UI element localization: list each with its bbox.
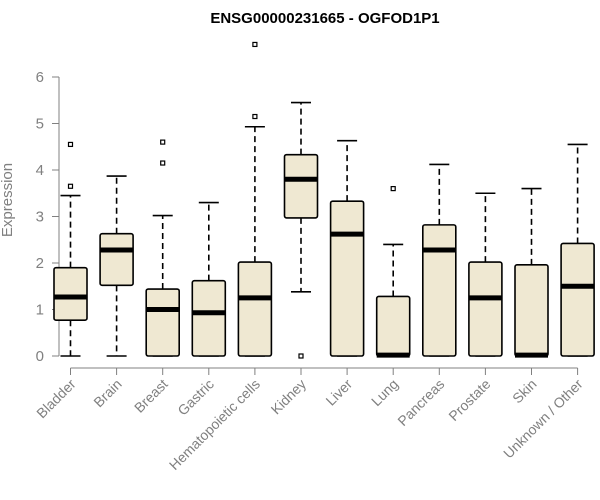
box-hematopoietic-cells: [237, 41, 273, 357]
x-tick-label: Brain: [90, 376, 124, 410]
box-body: [421, 224, 457, 357]
box-pancreas: [421, 163, 457, 357]
y-tick-label: 4: [36, 162, 44, 179]
box-bladder: [53, 141, 88, 357]
y-tick-label: 2: [36, 255, 44, 272]
box-body: [237, 261, 273, 357]
x-tick-label: Hematopoietic cells: [166, 376, 263, 473]
box-lung: [375, 186, 411, 358]
x-tick-label: Unknown / Other: [500, 376, 586, 462]
x-tick-label: Gastric: [174, 376, 217, 419]
box-breast: [145, 139, 180, 357]
box-unknown-other: [560, 143, 595, 357]
box-body: [99, 232, 134, 287]
x-tick-label: Kidney: [268, 376, 310, 418]
outlier-point: [252, 41, 258, 48]
outlier-point: [67, 141, 74, 148]
x-tick-label: Skin: [509, 376, 540, 407]
x-tick-label: Breast: [131, 376, 171, 416]
box-gastric: [191, 201, 227, 357]
x-tick-label: Pancreas: [394, 376, 447, 429]
y-axis: 0 1 2 3 4 5 6: [36, 69, 60, 365]
outlier-point: [252, 113, 258, 120]
x-tick-label: Prostate: [445, 376, 493, 424]
boxes-layer: [53, 41, 595, 359]
outlier-point: [160, 160, 166, 166]
box-skin: [514, 187, 549, 358]
box-brain: [99, 175, 134, 357]
box-body: [191, 279, 227, 357]
box-liver: [329, 139, 365, 357]
outlier-point: [67, 183, 74, 189]
y-tick-label: 5: [36, 116, 44, 133]
box-prostate: [468, 192, 503, 357]
box-kidney: [283, 101, 319, 359]
y-axis-label: Expression: [0, 163, 16, 237]
outlier-point: [160, 139, 166, 145]
box-body: [145, 288, 180, 357]
x-tick-label: Liver: [322, 376, 355, 409]
box-body: [53, 266, 88, 321]
y-tick-label: 6: [36, 69, 44, 86]
chart-title: ENSG00000231665 - OGFOD1P1: [210, 10, 439, 27]
outlier-point: [390, 186, 396, 192]
y-tick-label: 3: [36, 209, 44, 226]
x-tick-label: Lung: [368, 376, 401, 409]
box-body: [283, 153, 319, 219]
box-body: [468, 261, 503, 357]
box-body: [514, 264, 549, 357]
box-body: [329, 200, 365, 357]
x-tick-label: Bladder: [33, 376, 79, 422]
y-tick-label: 1: [36, 302, 44, 319]
outlier-point: [298, 353, 304, 359]
y-tick-label: 0: [36, 348, 44, 365]
box-body: [375, 295, 411, 357]
box-body: [560, 242, 595, 357]
